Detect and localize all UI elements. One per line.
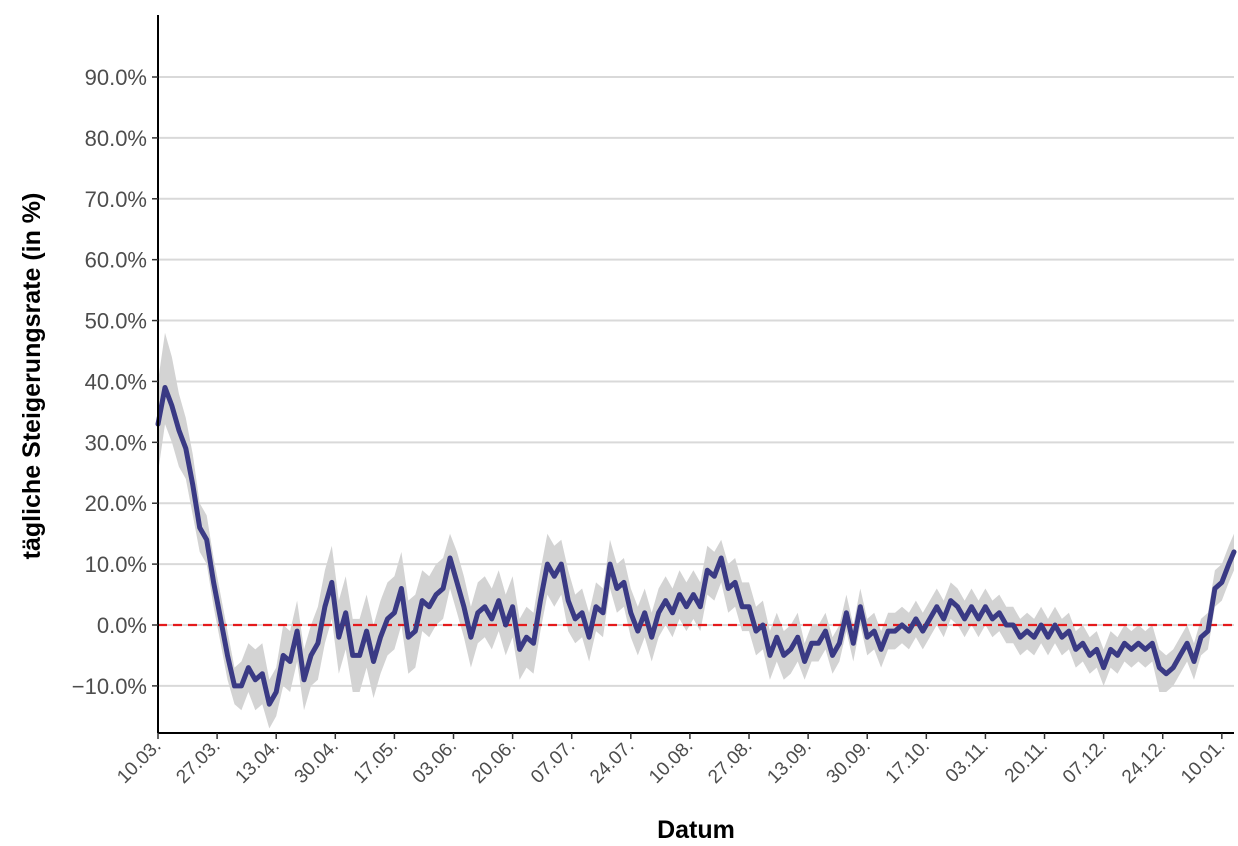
x-axis-ticks: 10.03. 27.03. 13.04. 30.04. 17.05. 03.06. 20.0…: [113, 733, 1238, 788]
growth-rate-line: [155, 385, 1237, 707]
x-tick-label: 27.03.: [172, 736, 224, 788]
x-tick-label: 03.11.: [942, 736, 993, 787]
x-tick-label: 24.07.: [586, 736, 638, 788]
x-tick-label: 10.03.: [113, 736, 165, 788]
x-tick-label: 27.08.: [704, 736, 756, 788]
x-tick-label: 10.08.: [645, 736, 697, 788]
y-tick-label: 80.0%: [85, 126, 147, 151]
y-tick-label: −10.0%: [72, 674, 147, 699]
y-tick-label: 50.0%: [85, 309, 147, 334]
y-tick-label: 10.0%: [85, 552, 147, 577]
x-tick-label: 13.09.: [763, 736, 815, 788]
y-axis-title: tägliche Steigerungsrate (in %): [18, 193, 46, 560]
x-axis-title: Datum: [657, 816, 735, 844]
x-tick-label: 30.09.: [823, 736, 875, 788]
y-tick-label: 70.0%: [85, 187, 147, 212]
confidence-band: [158, 332, 1234, 729]
y-tick-label: 30.0%: [85, 430, 147, 455]
y-tick-label: 60.0%: [85, 248, 147, 273]
axes: [157, 15, 1234, 734]
x-tick-label: 10.01.: [1177, 736, 1229, 788]
x-tick-label: 07.07.: [527, 736, 579, 788]
x-tick-label: 07.12.: [1059, 736, 1111, 788]
x-tick-label: 20.06.: [468, 736, 520, 788]
x-tick-label: 24.12.: [1118, 736, 1170, 788]
x-tick-label: 20.11.: [1001, 736, 1052, 787]
x-tick-label: 17.10.: [882, 736, 934, 788]
y-axis-ticks: −10.0% 0.0% 10.0% 20.0% 30.0% 40.0% 50.0% 60.0%…: [72, 65, 158, 699]
y-tick-label: 90.0%: [85, 65, 147, 90]
x-tick-label: 17.05.: [350, 736, 402, 788]
x-tick-label: 30.04.: [291, 736, 343, 788]
y-tick-label: 0.0%: [97, 613, 147, 638]
x-tick-label: 13.04.: [232, 736, 284, 788]
x-tick-label: 03.06.: [409, 736, 461, 788]
y-tick-label: 20.0%: [85, 491, 147, 516]
y-tick-label: 40.0%: [85, 369, 147, 394]
